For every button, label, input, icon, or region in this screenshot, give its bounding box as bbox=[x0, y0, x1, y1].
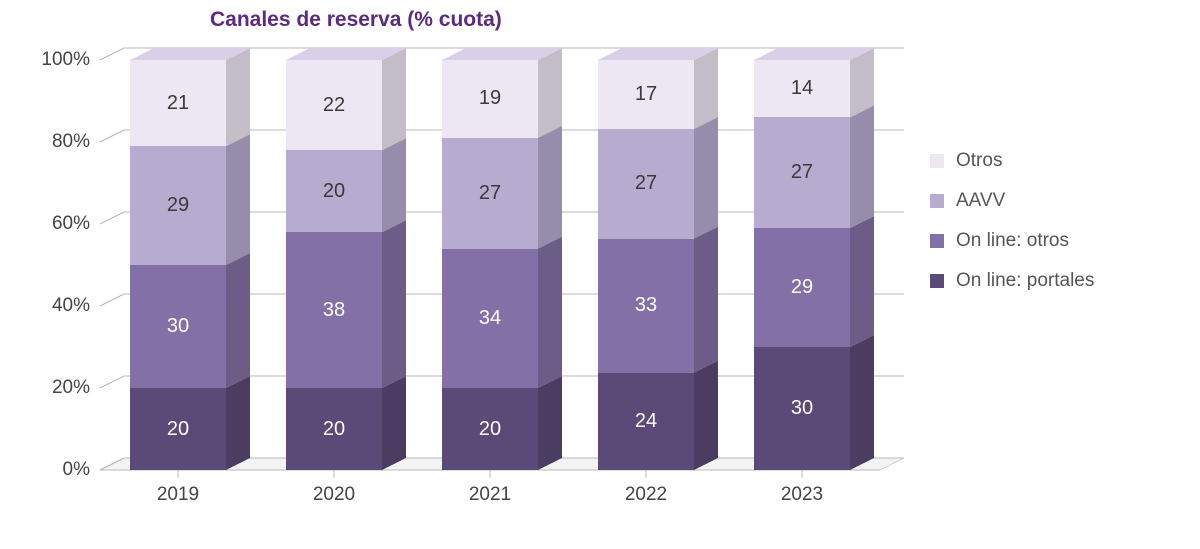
legend-label: On line: otros bbox=[956, 230, 1069, 252]
legend-item: On line: portales bbox=[930, 270, 1094, 292]
legend-label: Otros bbox=[956, 150, 1002, 172]
bar-top-cap bbox=[130, 48, 250, 60]
legend: Otros AAVV On line: otros On line: portales bbox=[930, 150, 1094, 310]
legend-item: AAVV bbox=[930, 190, 1094, 212]
legend-swatch bbox=[930, 274, 944, 288]
legend-label: On line: portales bbox=[956, 270, 1094, 292]
legend-item: Otros bbox=[930, 150, 1094, 172]
legend-swatch bbox=[930, 234, 944, 248]
legend-swatch bbox=[930, 154, 944, 168]
legend-swatch bbox=[930, 194, 944, 208]
legend-item: On line: otros bbox=[930, 230, 1094, 252]
bar-top-cap bbox=[286, 48, 406, 60]
bar-top-cap bbox=[598, 48, 718, 60]
bar-top-cap bbox=[442, 48, 562, 60]
bar-top-cap bbox=[754, 48, 874, 60]
legend-label: AAVV bbox=[956, 190, 1005, 212]
